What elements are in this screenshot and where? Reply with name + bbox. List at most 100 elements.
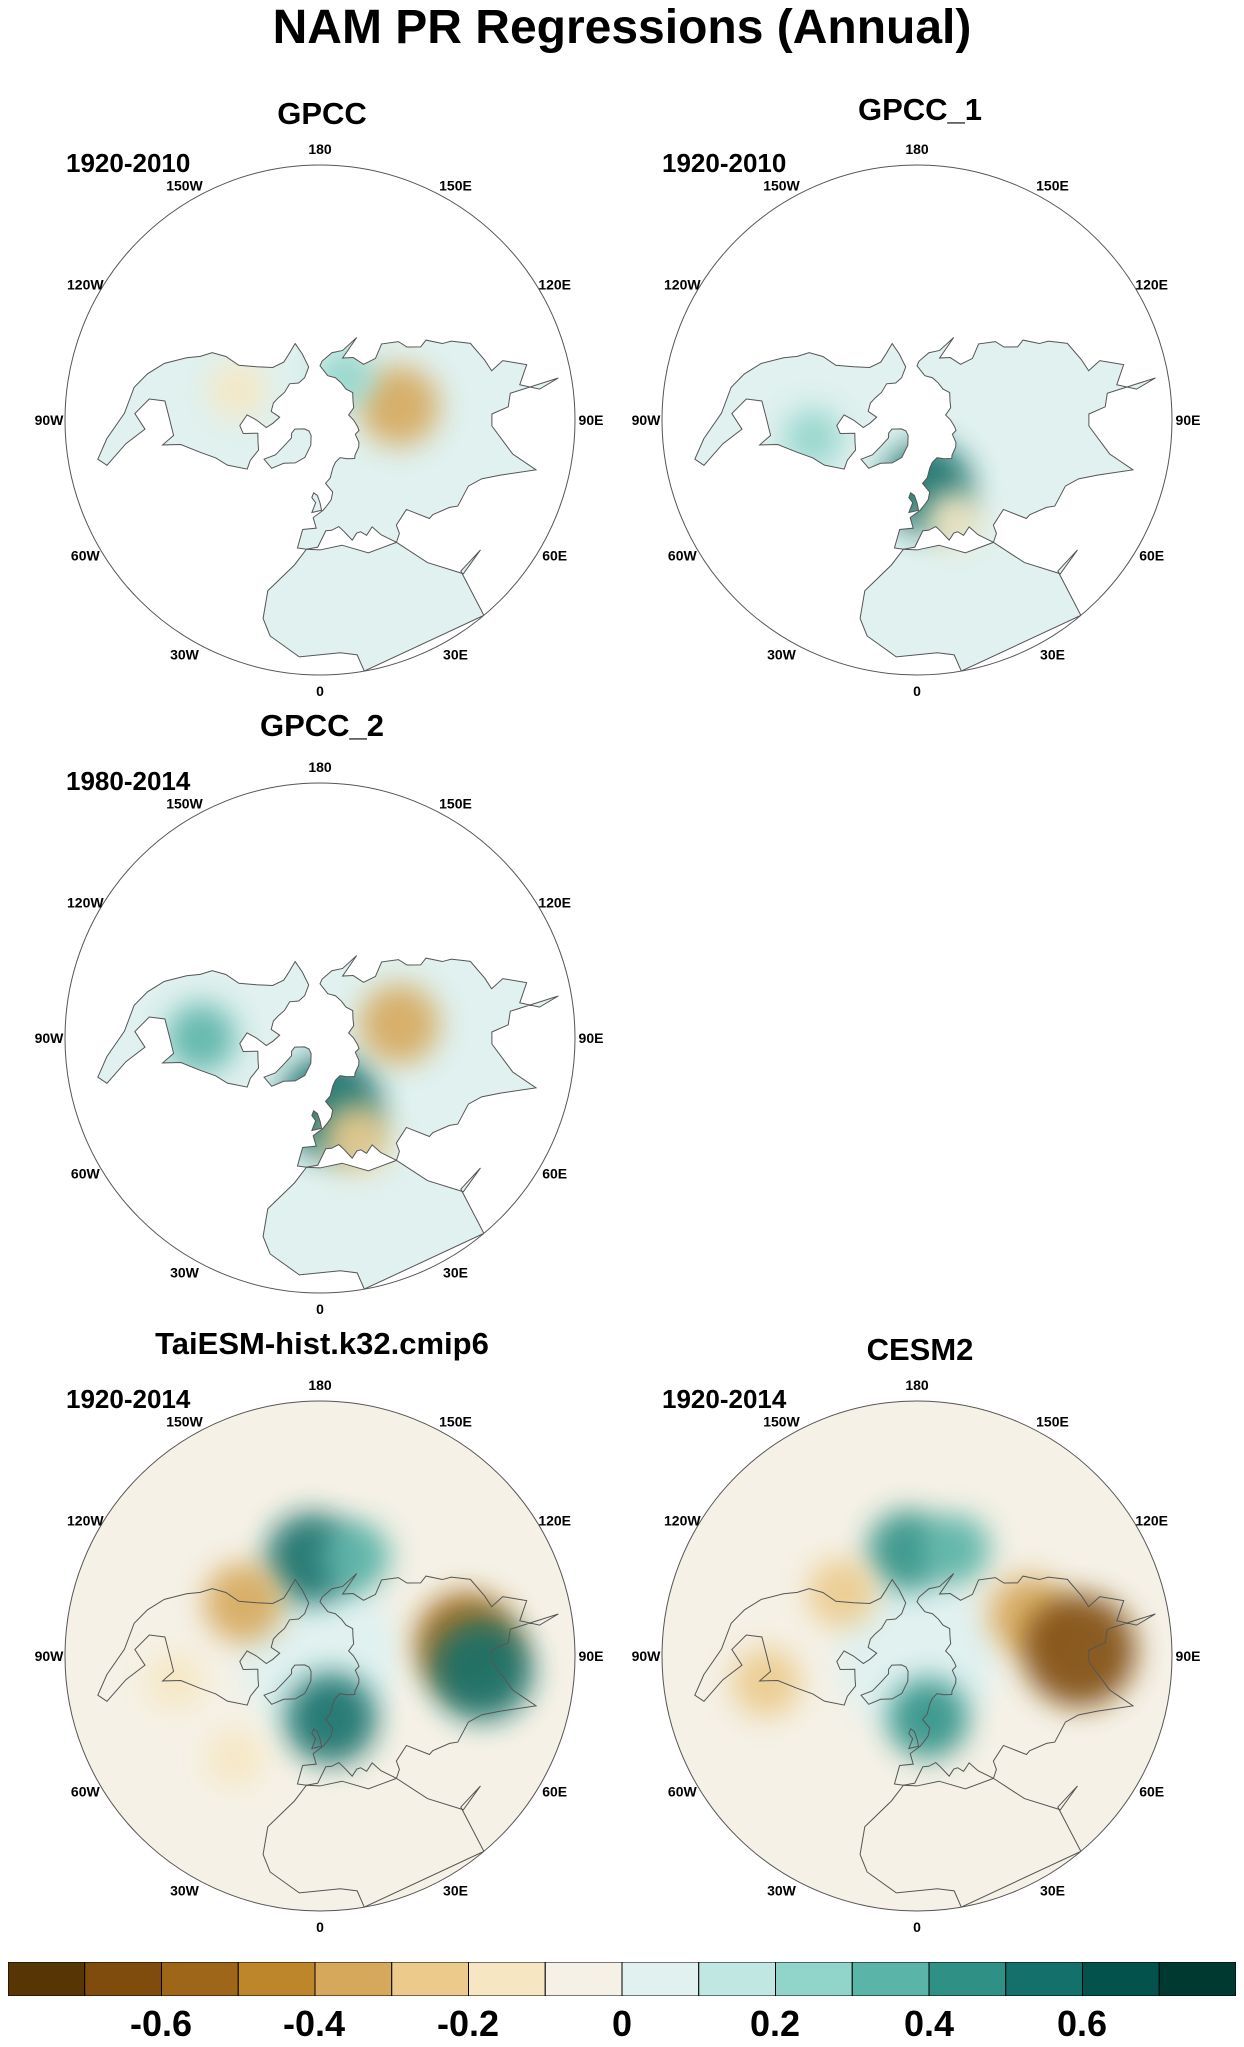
colorbar-tick: 0.2: [749, 2003, 801, 2044]
map-border: [661, 164, 1173, 676]
longitude-label: 30E: [1040, 647, 1065, 663]
anomaly-layer: [731, 1510, 1136, 1759]
colorbar-box: [851, 1962, 930, 1996]
anomaly-feature: [888, 1678, 969, 1759]
longitude-label: 90W: [632, 412, 662, 428]
colorbar: [8, 1962, 1236, 1996]
longitude-label: 180: [905, 141, 929, 157]
coastline: [860, 1664, 909, 1705]
longitude-label: 150W: [166, 795, 203, 811]
longitude-label: 120E: [538, 277, 571, 293]
coastline: [296, 955, 559, 1168]
coastline: [97, 1578, 310, 1706]
longitude-label: 120E: [1135, 1513, 1168, 1529]
colorbar-box: [391, 1962, 469, 1996]
longitude-label: 120W: [67, 1513, 104, 1529]
coastline: [262, 1159, 485, 1290]
coastline: [694, 342, 907, 470]
colorbar-tick: 0.6: [1056, 2003, 1108, 2044]
map-field: [65, 1401, 575, 1911]
longitude-label: 90E: [579, 412, 604, 428]
longitude-label: 120W: [67, 895, 104, 911]
colorbar-tick: 0.4: [903, 2003, 955, 2044]
map-border: [64, 782, 576, 1294]
anomaly-feature: [285, 1673, 377, 1765]
coastlines: [97, 955, 559, 1290]
coastline: [262, 541, 485, 672]
longitude-label: 30E: [443, 1265, 468, 1281]
longitude-label: 30E: [443, 647, 468, 663]
colorbar-box: [468, 1962, 546, 1996]
anomaly-feature: [146, 1652, 205, 1711]
panel-title: CESM2: [866, 1332, 974, 1367]
panel-title: GPCC_2: [259, 708, 385, 743]
map-background: [65, 783, 575, 1293]
coastlines: [97, 337, 559, 672]
longitude-label: 60W: [71, 548, 101, 564]
coastlines: [97, 1573, 559, 1908]
colorbar-box: [8, 1962, 86, 1996]
longitude-label: 90W: [35, 1648, 65, 1664]
coastline: [263, 1664, 312, 1705]
coastlines: [694, 1573, 1156, 1908]
anomaly-feature: [208, 360, 267, 419]
colorbar-box: [1158, 1962, 1236, 1996]
colorbar-box: [1082, 1962, 1160, 1996]
longitude-label: 120E: [538, 1513, 571, 1529]
longitude-label: 90W: [35, 1030, 65, 1046]
map-field: [65, 165, 575, 675]
longitude-label: 0: [913, 1919, 921, 1935]
colorbar-box: [621, 1962, 700, 1996]
longitude-label: 30W: [170, 1883, 200, 1899]
coastline: [311, 492, 323, 514]
colorbar-box: [84, 1962, 162, 1996]
colorbar-box: [698, 1962, 776, 1996]
coastline: [296, 1573, 559, 1786]
longitude-label: 60E: [1139, 1784, 1164, 1800]
coastline: [311, 1110, 323, 1132]
anomaly-feature: [321, 1522, 391, 1592]
colorbar-box: [237, 1962, 316, 1996]
map-border: [64, 1400, 576, 1912]
colorbar-tick: 0: [611, 2003, 633, 2044]
longitude-label: 180: [308, 759, 332, 775]
coastline: [97, 342, 310, 470]
longitude-label: 90W: [632, 1648, 662, 1664]
coastline: [694, 1578, 907, 1706]
map-background: [65, 165, 575, 675]
polar-map: 180 150E 120E 90E 60E 30E 0 30W 60W 90W 120W 150W: [35, 759, 604, 1317]
anomaly-feature: [359, 366, 440, 447]
colorbar-tick: -0.6: [129, 2003, 193, 2044]
polar-map: 180 150E 120E 90E 60E 30E 0 30W 60W 90W 120W 150W: [35, 141, 604, 699]
longitude-label: 150E: [439, 795, 472, 811]
panel-title: TaiESM-hist.k32.cmip6: [155, 1326, 489, 1361]
map-field: [65, 783, 575, 1293]
colorbar-box: [314, 1962, 393, 1996]
panel-period: 1980-2014: [66, 766, 191, 796]
longitude-label: 150W: [166, 177, 203, 193]
colorbar-box: [1005, 1962, 1083, 1996]
figure-title: NAM PR Regressions (Annual): [272, 1, 972, 54]
longitude-label: 120W: [664, 277, 701, 293]
anomaly-layer: [146, 1512, 533, 1787]
anomaly-feature: [731, 1648, 801, 1718]
polar-map: 180 150E 120E 90E 60E 30E 0 30W 60W 90W 120W 150W: [35, 1377, 604, 1935]
anomaly-feature: [205, 1728, 264, 1787]
colorbar-box: [928, 1962, 1007, 1996]
coastlines: [694, 337, 1156, 672]
coastline: [296, 337, 559, 550]
anomaly-feature: [203, 1562, 284, 1643]
coastline: [893, 1573, 1156, 1786]
panel-title: GPCC: [277, 96, 367, 131]
panel-period: 1920-2014: [66, 1384, 191, 1414]
longitude-label: 150W: [763, 1413, 800, 1429]
panel-period: 1920-2014: [662, 1384, 787, 1414]
coastline: [860, 428, 909, 469]
anomaly-feature: [921, 1514, 991, 1584]
coastline: [908, 1728, 920, 1750]
map-border: [661, 1400, 1173, 1912]
longitude-label: 60E: [1139, 548, 1164, 564]
coastline: [97, 960, 310, 1088]
longitude-label: 60W: [668, 1784, 698, 1800]
longitude-label: 180: [308, 141, 332, 157]
